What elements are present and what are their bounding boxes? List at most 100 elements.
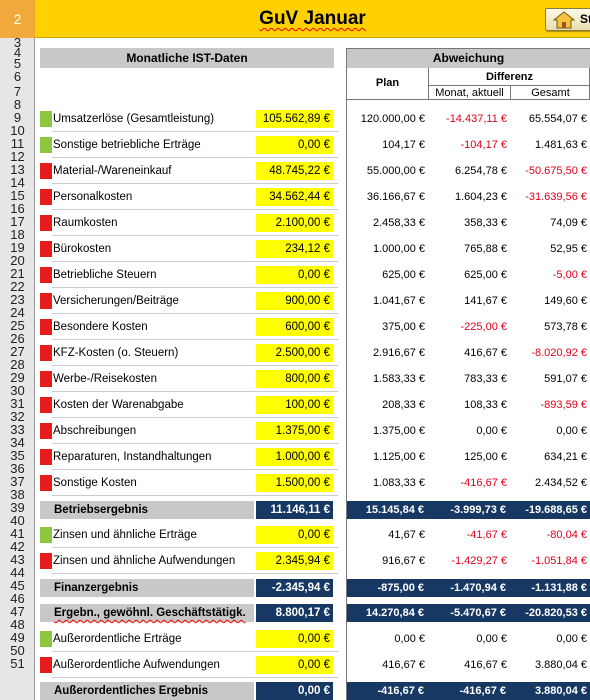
- start-button[interactable]: Start: [545, 8, 590, 31]
- row-number[interactable]: 31: [10, 396, 25, 411]
- summary-bar: -416,67 € -416,67 € 3.880,04 €: [347, 682, 590, 700]
- row-number[interactable]: 38: [10, 487, 25, 502]
- row-number[interactable]: 14: [10, 175, 25, 190]
- expense-marker: [40, 267, 52, 283]
- row-number[interactable]: 37: [10, 474, 25, 489]
- ist-value-input[interactable]: 600,00 €: [256, 318, 333, 336]
- expense-marker: [40, 397, 52, 413]
- plan-value: 104,17 €: [382, 139, 425, 151]
- row-number[interactable]: 34: [10, 435, 25, 450]
- selected-row-number[interactable]: 2: [0, 0, 35, 38]
- row-number[interactable]: 4: [13, 45, 22, 60]
- monat-diff-value: 358,33 €: [464, 217, 507, 229]
- ist-value-input[interactable]: 100,00 €: [256, 396, 333, 414]
- row-label: Zinsen und ähnliche Erträge: [53, 529, 197, 541]
- row-number[interactable]: 44: [10, 565, 25, 580]
- row-number[interactable]: 15: [10, 188, 25, 203]
- row-number[interactable]: 17: [10, 214, 25, 229]
- ist-value-input[interactable]: 48.745,22 €: [256, 162, 333, 180]
- row-number[interactable]: 26: [10, 331, 25, 346]
- ist-value-input[interactable]: 1.500,00 €: [256, 474, 333, 492]
- row-label: KFZ-Kosten (o. Steuern): [53, 347, 179, 359]
- row-separator: [52, 235, 338, 236]
- ist-value-input[interactable]: 0,00 €: [256, 136, 333, 154]
- row-number[interactable]: 48: [10, 617, 25, 632]
- row-label: Versicherungen/Beiträge: [53, 295, 179, 307]
- monat-diff-value: 416,67 €: [464, 659, 507, 671]
- ist-value-input[interactable]: 0,00 €: [256, 630, 333, 648]
- row-number[interactable]: 24: [10, 305, 25, 320]
- ist-value-input[interactable]: 1.000,00 €: [256, 448, 333, 466]
- row-number[interactable]: 32: [10, 409, 25, 424]
- row-number[interactable]: 8: [13, 97, 22, 112]
- row-number[interactable]: 5: [13, 56, 22, 71]
- expense-marker: [40, 475, 52, 491]
- row-number[interactable]: 10: [10, 123, 25, 138]
- row-number[interactable]: 22: [10, 279, 25, 294]
- row-number[interactable]: 46: [10, 591, 25, 606]
- monat-diff-value: 108,33 €: [464, 399, 507, 411]
- row-number[interactable]: 11: [10, 136, 25, 151]
- row-number[interactable]: 13: [10, 162, 25, 177]
- plan-header: Plan: [375, 77, 400, 89]
- diff-underline: [428, 85, 590, 86]
- row-label: Betriebliche Steuern: [53, 269, 157, 281]
- row-number[interactable]: 51: [10, 656, 25, 671]
- plan-value: 1.041,67 €: [373, 295, 425, 307]
- row-number[interactable]: 7: [13, 84, 22, 99]
- ist-value-input[interactable]: 800,00 €: [256, 370, 333, 388]
- monat-diff-value: 783,33 €: [464, 373, 507, 385]
- row-number[interactable]: 43: [10, 552, 25, 567]
- monat-diff-value: -225,00 €: [460, 321, 507, 333]
- row-number[interactable]: 16: [10, 201, 25, 216]
- monat-diff-value: 416,67 €: [464, 347, 507, 359]
- ist-value-input[interactable]: 1.375,00 €: [256, 422, 333, 440]
- row-number[interactable]: 25: [10, 318, 25, 333]
- row-number[interactable]: 42: [10, 539, 25, 554]
- ist-value-input[interactable]: 234,12 €: [256, 240, 333, 258]
- ist-value-input[interactable]: 900,00 €: [256, 292, 333, 310]
- row-number[interactable]: 45: [10, 578, 25, 593]
- row-number[interactable]: 30: [10, 383, 25, 398]
- row-number[interactable]: 49: [10, 630, 25, 645]
- row-number[interactable]: 23: [10, 292, 25, 307]
- ist-value-input[interactable]: 2.100,00 €: [256, 214, 333, 232]
- row-number[interactable]: 35: [10, 448, 25, 463]
- table-divider: [346, 100, 347, 700]
- row-number[interactable]: 21: [10, 266, 25, 281]
- diff-divider: [510, 85, 511, 100]
- row-number[interactable]: 27: [10, 344, 25, 359]
- row-number[interactable]: 9: [13, 110, 22, 125]
- row-number[interactable]: 20: [10, 253, 25, 268]
- row-separator: [52, 495, 338, 496]
- gesamt-diff-value: 52,95 €: [550, 243, 587, 255]
- ist-value-input[interactable]: 0,00 €: [256, 526, 333, 544]
- row-number[interactable]: 39: [10, 500, 25, 515]
- row-number[interactable]: 36: [10, 461, 25, 476]
- ist-value-input[interactable]: 2.500,00 €: [256, 344, 333, 362]
- ist-value-input[interactable]: 34.562,44 €: [256, 188, 333, 206]
- summary-label: Finanzergebnis: [40, 579, 254, 597]
- ist-value-input[interactable]: 0,00 €: [256, 656, 333, 674]
- row-number[interactable]: 28: [10, 357, 25, 372]
- monat-diff-value: -41,67 €: [466, 529, 507, 541]
- row-number[interactable]: 29: [10, 370, 25, 385]
- row-number[interactable]: 3: [13, 35, 22, 50]
- row-number[interactable]: 18: [10, 227, 25, 242]
- summary-plan-value: 15.145,84 €: [365, 504, 424, 516]
- row-number[interactable]: 12: [10, 149, 25, 164]
- ist-value-input[interactable]: 105.562,89 €: [256, 110, 333, 128]
- row-number[interactable]: 6: [13, 69, 22, 84]
- summary-gesamt-value: 3.880,04 €: [535, 685, 587, 697]
- row-number[interactable]: 41: [10, 526, 25, 541]
- row-number[interactable]: 47: [10, 604, 25, 619]
- row-number[interactable]: 33: [10, 422, 25, 437]
- row-number[interactable]: 19: [10, 240, 25, 255]
- ist-value-input[interactable]: 2.345,94 €: [256, 552, 333, 570]
- monat-diff-value: 625,00 €: [464, 269, 507, 281]
- ist-value-input[interactable]: 0,00 €: [256, 266, 333, 284]
- row-number[interactable]: 50: [10, 643, 25, 658]
- row-number[interactable]: 40: [10, 513, 25, 528]
- plan-value: 1.583,33 €: [373, 373, 425, 385]
